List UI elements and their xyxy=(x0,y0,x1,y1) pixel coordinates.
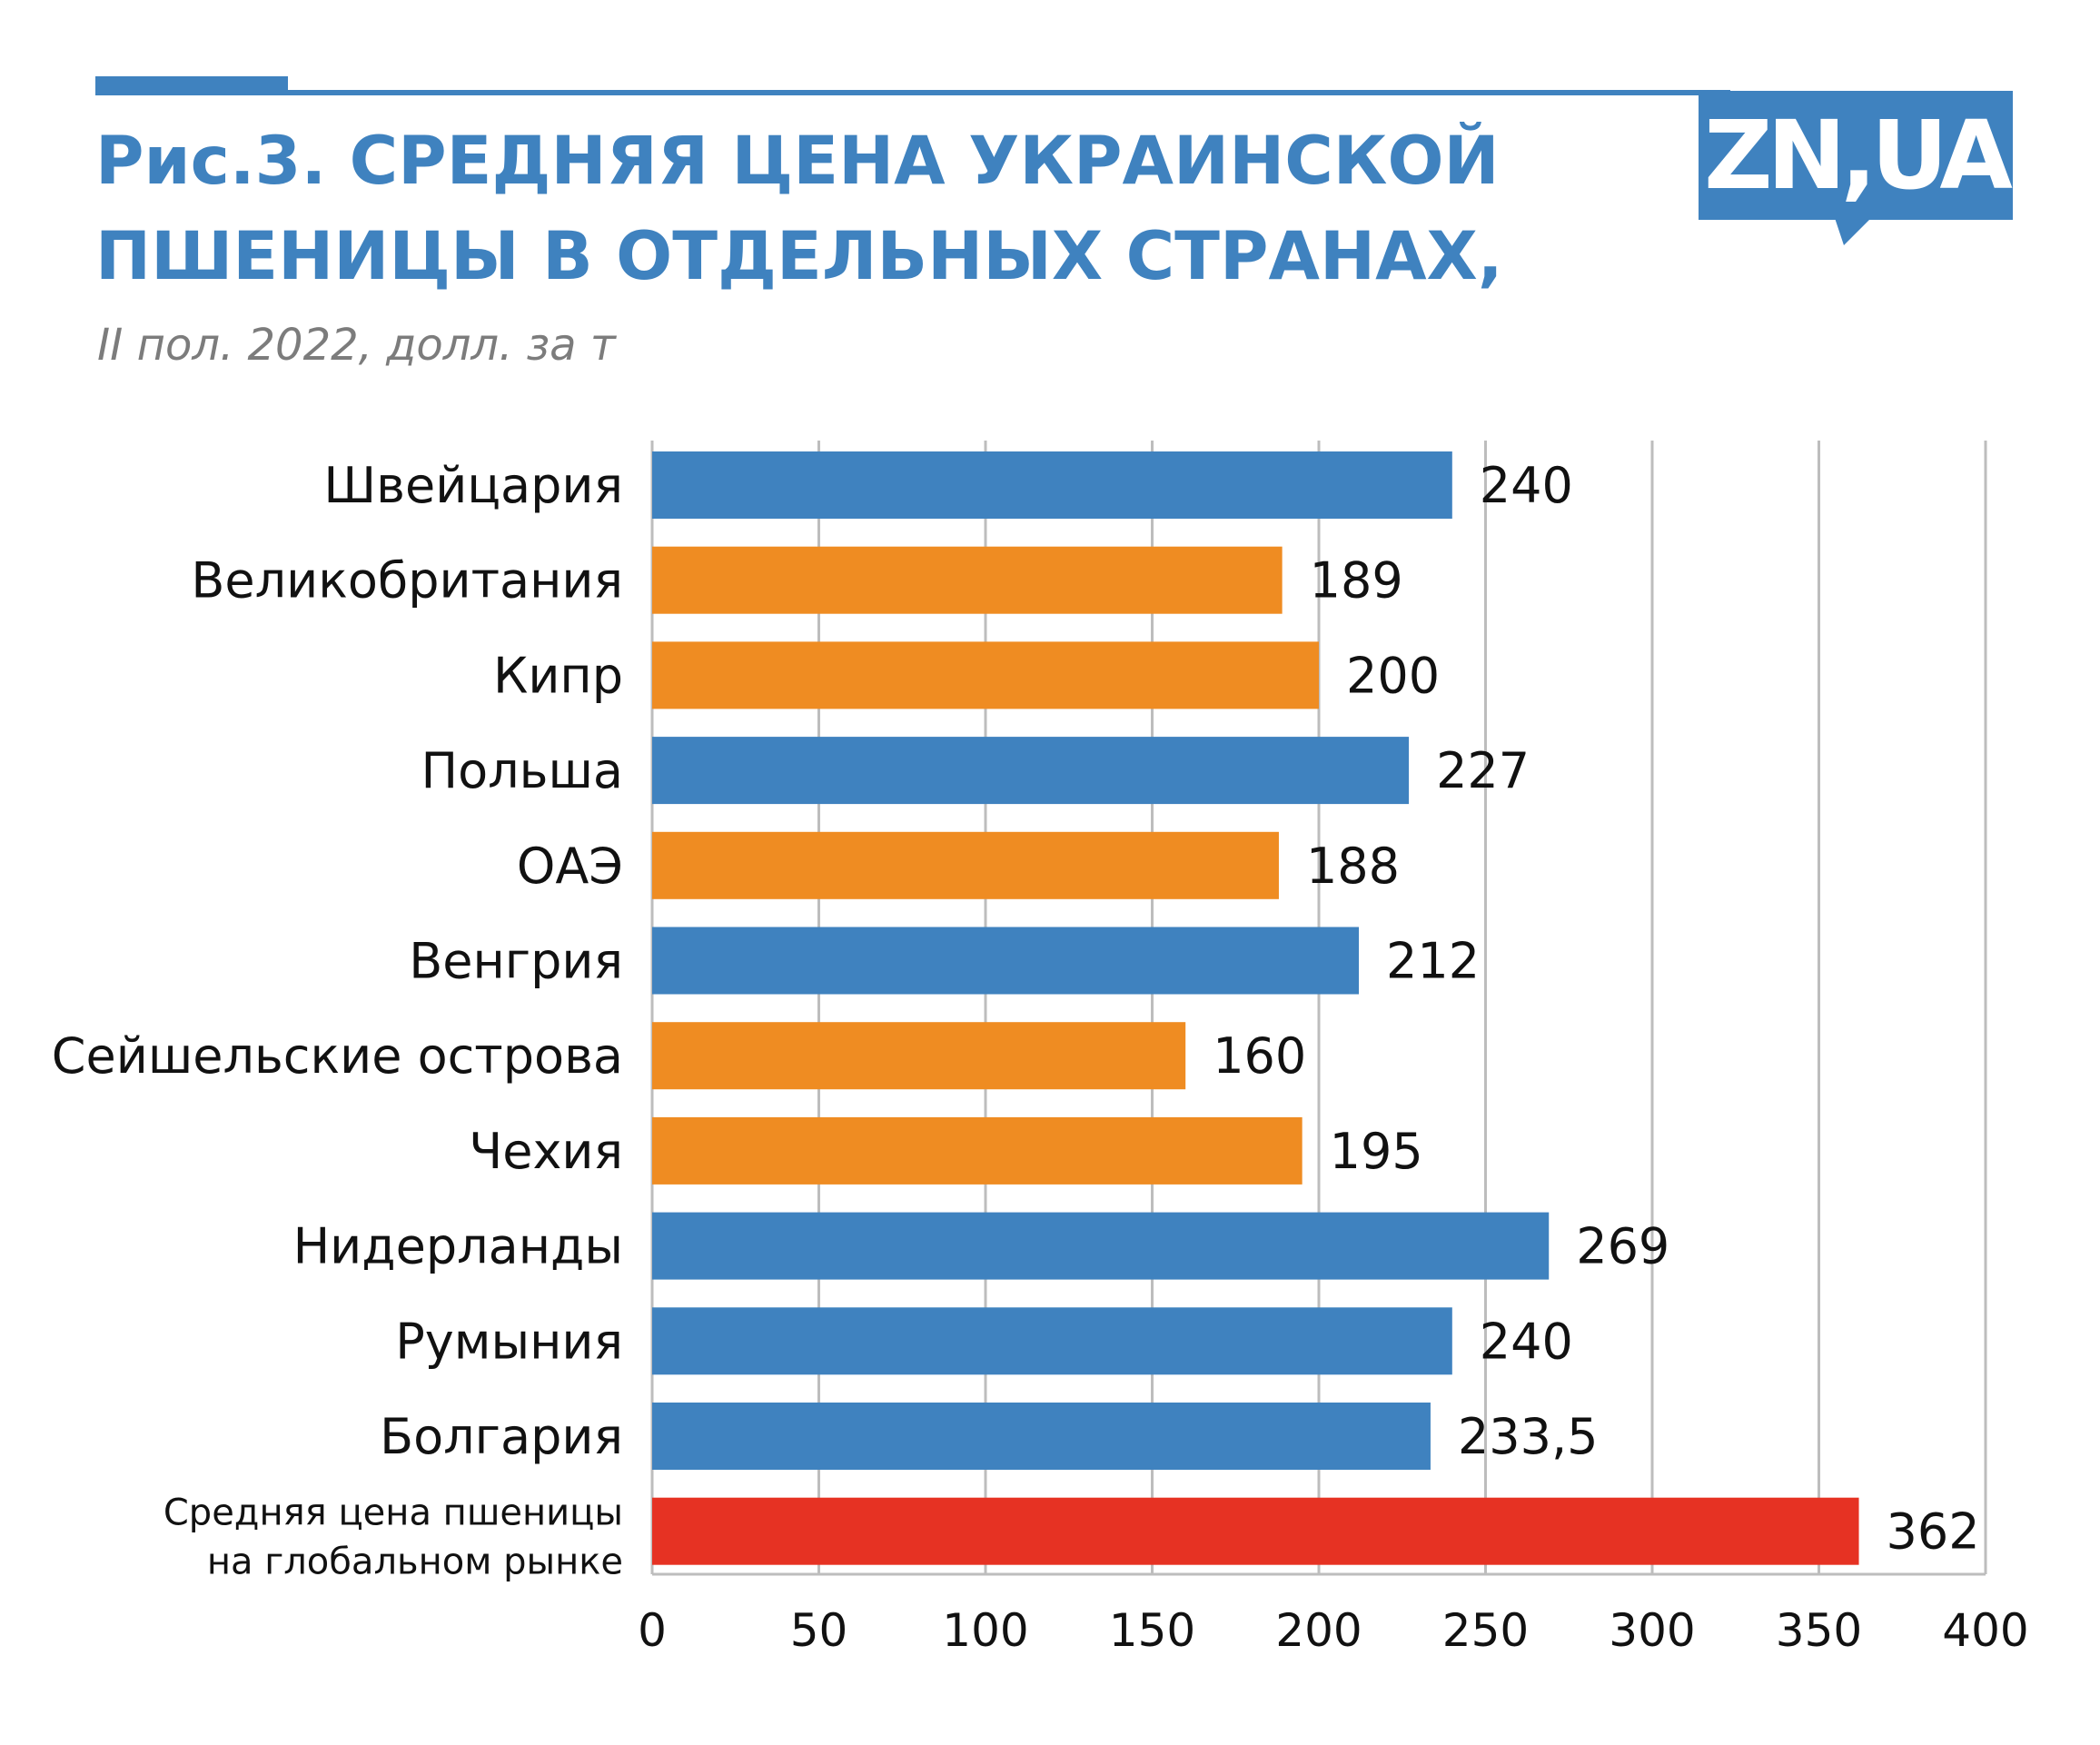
bar xyxy=(652,1116,1303,1185)
x-tick-label: 400 xyxy=(1942,1604,2028,1657)
label-layer: 0 50 100 150 200 250 300 350 400 240 Швейцария 189 В… xyxy=(52,457,2029,1657)
bar-value-label: 240 xyxy=(1480,1313,1573,1370)
logo-text: ZN,UA xyxy=(1704,100,2013,211)
bar xyxy=(652,1403,1431,1470)
bar xyxy=(652,1212,1550,1280)
bar xyxy=(652,1307,1452,1375)
category-label: ОАЭ xyxy=(517,838,623,895)
x-tick-label: 350 xyxy=(1776,1604,1862,1657)
bar-value-label: 240 xyxy=(1480,457,1573,514)
bar-value-label: 189 xyxy=(1310,552,1403,610)
category-label: Швейцария xyxy=(323,457,623,514)
bar-value-label: 200 xyxy=(1346,647,1440,704)
x-tick-label: 200 xyxy=(1275,1604,1362,1657)
category-label: Чехия xyxy=(469,1123,623,1180)
bar xyxy=(652,1497,1859,1565)
bar-value-label: 227 xyxy=(1436,742,1530,799)
category-label: Румыния xyxy=(395,1313,623,1370)
bar xyxy=(652,451,1452,519)
x-tick-label: 250 xyxy=(1442,1604,1529,1657)
category-label: Болгария xyxy=(380,1408,623,1465)
category-label: Венгрия xyxy=(409,933,623,990)
bar xyxy=(652,641,1319,709)
grid-layer xyxy=(650,441,1987,1576)
bar-value-label: 212 xyxy=(1386,933,1480,990)
x-tick-label: 0 xyxy=(638,1604,667,1657)
category-label: на глобальном рынке xyxy=(207,1542,623,1583)
header-rule-thin xyxy=(95,90,1730,95)
bar-value-label: 233,5 xyxy=(1458,1408,1599,1465)
x-tick-label: 300 xyxy=(1609,1604,1695,1657)
bar-layer xyxy=(652,451,1859,1565)
category-label: Польша xyxy=(421,742,624,799)
bar xyxy=(652,737,1410,805)
category-label: Нидерланды xyxy=(293,1218,623,1275)
chart-subtitle: II пол. 2022, долл. за т xyxy=(97,320,616,371)
category-label: Сейшельские острова xyxy=(52,1027,623,1085)
logo-badge xyxy=(1699,91,2013,245)
bar-value-label: 160 xyxy=(1213,1027,1306,1085)
zn-ua-logo: ZN,UA xyxy=(1699,91,2013,245)
chart-title-line-2: ПШЕНИЦЫ В ОТДЕЛЬНЫХ СТРАНАХ, xyxy=(95,218,1503,295)
header-rule xyxy=(95,76,1730,95)
category-label: Великобритания xyxy=(191,552,623,610)
bar xyxy=(652,831,1279,899)
category-label: Средняя цена пшеницы xyxy=(163,1492,623,1534)
x-tick-label: 50 xyxy=(790,1604,848,1657)
bar-value-label: 188 xyxy=(1306,838,1400,895)
x-tick-label: 150 xyxy=(1109,1604,1195,1657)
bar-value-label: 195 xyxy=(1330,1123,1423,1180)
category-label: Кипр xyxy=(493,647,623,704)
bar xyxy=(652,1022,1186,1090)
bar xyxy=(652,546,1283,614)
x-tick-label: 100 xyxy=(942,1604,1028,1657)
chart-title-line-1: Рис.3. СРЕДНЯЯ ЦЕНА УКРАИНСКОЙ xyxy=(95,123,1500,200)
bar-value-label: 362 xyxy=(1887,1503,1980,1561)
bar xyxy=(652,927,1360,995)
bar-value-label: 269 xyxy=(1576,1218,1669,1275)
